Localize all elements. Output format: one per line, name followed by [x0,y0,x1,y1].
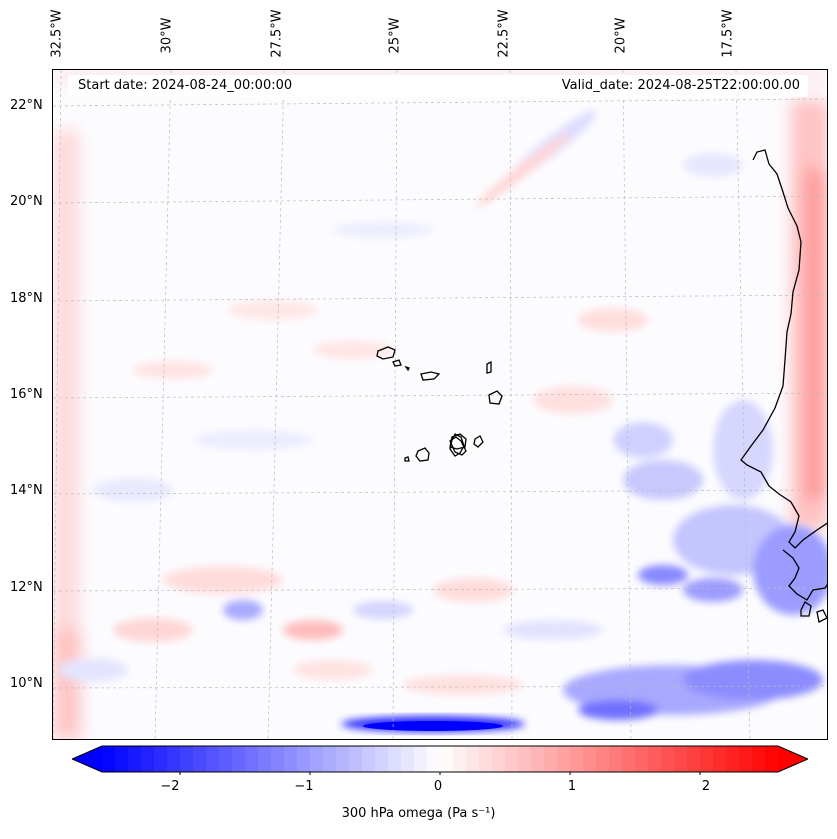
colorbar-cell [518,746,532,772]
colorbar-cell [648,746,662,772]
colorbar-cell [375,746,389,772]
lon-label: 32.5°W [49,9,65,58]
lon-label: 22.5°W [496,9,512,58]
colorbar-cell [635,746,649,772]
island [404,365,410,372]
lon-label: 17.5°W [720,9,736,58]
lat-label: 10°N [10,676,43,691]
lat-label: 22°N [10,98,43,113]
colorbar-cell [258,746,272,772]
island [488,390,503,405]
lat-label: 16°N [10,387,43,402]
colorbar-cell [141,746,155,772]
lat-label: 12°N [10,580,43,595]
colorbar-cells [72,746,808,772]
colorbar-cell [687,746,701,772]
colorbar-cell [284,746,298,772]
colorbar-cell [583,746,597,772]
lon-label: 20°W [613,17,629,54]
colorbar-cell [349,746,363,772]
valid-date-label: Valid_date: 2024-08-25T22:00:00.00 [561,78,800,93]
colorbar-cell [505,746,519,772]
colorbar-cell [570,746,584,772]
colorbar-cell [271,746,285,772]
coastline [740,149,827,623]
colorbar-cell [401,746,415,772]
colorbar-cell [466,746,480,772]
colorbar-cell [297,746,311,772]
colorbar-cell [557,746,571,772]
lon-label: 27.5°W [269,9,285,58]
colorbar-extend-min [72,746,102,772]
colorbar-cell [427,746,441,772]
colorbar-cell [752,746,766,772]
lat-label: 18°N [10,291,43,306]
colorbar-cell [661,746,675,772]
colorbar-cell [674,746,688,772]
colorbar-tick: −1 [294,779,314,794]
colorbar-tick: 2 [701,779,711,794]
colorbar-cell [102,746,116,772]
map-panel [52,69,828,740]
colorbar-cell [713,746,727,772]
colorbar-cell [245,746,259,772]
colorbar-cell [362,746,376,772]
colorbar-cell [440,746,454,772]
island [449,436,467,456]
colorbar-cell [609,746,623,772]
colorbar-tick: 1 [567,779,577,794]
colorbar-cell [167,746,181,772]
lat-label: 20°N [10,194,43,209]
colorbar-cell [479,746,493,772]
colorbar-cell [544,746,558,772]
island [392,359,402,367]
island [420,371,441,381]
colorbar-extend-max [778,746,808,772]
island [486,360,492,374]
colorbar [72,745,808,775]
island [415,447,430,462]
info-box: Start date: 2024-08-24_00:00:00 Valid_da… [68,75,808,97]
lon-label: 30°W [159,17,175,54]
colorbar-outline [72,745,808,773]
omega-field-map [53,70,827,739]
colorbar-cell [596,746,610,772]
colorbar-cell [154,746,168,772]
colorbar-cell [739,746,753,772]
colorbar-cell [232,746,246,772]
cabo-verde-islands [376,346,503,462]
omega-patches [58,110,827,720]
colorbar-cell [128,746,142,772]
start-date-label: Start date: 2024-08-24_00:00:00 [78,78,293,93]
colorbar-cell [180,746,194,772]
colorbar-cell [219,746,233,772]
colorbar-cell [414,746,428,772]
colorbar-cell [765,746,779,772]
lon-label: 25°W [387,17,403,54]
colorbar-label: 300 hPa omega (Pa s⁻¹) [341,806,496,821]
strong-ascent-core [363,721,503,731]
lat-label: 14°N [10,483,43,498]
colorbar-tick: 0 [433,779,443,794]
colorbar-cell [310,746,324,772]
colorbar-cell [492,746,506,772]
colorbar-cell [115,746,129,772]
colorbar-cell [453,746,467,772]
colorbar-cell [622,746,636,772]
colorbar-cell [336,746,350,772]
colorbar-cell [323,746,337,772]
colorbar-tick-marks [179,772,701,775]
colorbar-tick: −2 [160,779,180,794]
graticule [53,70,827,739]
colorbar-cell [388,746,402,772]
colorbar-cell [193,746,207,772]
colorbar-cell [206,746,220,772]
island [404,456,410,462]
island [376,346,396,360]
colorbar-cell [726,746,740,772]
colorbar-cell [531,746,545,772]
island [449,433,465,457]
colorbar-cell [700,746,714,772]
island [473,435,484,448]
